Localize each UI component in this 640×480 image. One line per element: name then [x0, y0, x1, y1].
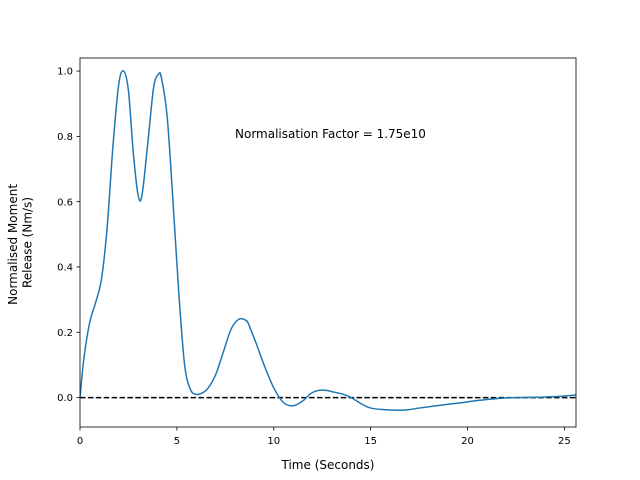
- y-tick-label: 0.4: [57, 263, 73, 274]
- y-tick-label: 0.2: [57, 328, 73, 339]
- y-tick-label: 0.8: [57, 132, 73, 143]
- y-axis-label-line-1: Normalised Moment: [6, 184, 20, 305]
- axes-frame: [79, 57, 577, 428]
- x-tick-label: 20: [461, 436, 474, 447]
- y-axis-label: Normalised Moment Release (Nm/s): [6, 180, 34, 305]
- x-tick-label: 15: [364, 436, 377, 447]
- y-tick-label: 0.0: [57, 393, 73, 404]
- plot-clip-group: [80, 70, 576, 412]
- moment-release-line: [80, 70, 576, 412]
- y-tick-label: 0.6: [57, 197, 73, 208]
- x-tick-label: 5: [174, 436, 180, 447]
- y-tick-label: 1.0: [57, 67, 73, 78]
- x-tick-label: 25: [558, 436, 571, 447]
- axes: 0 5 10 15 20 25 0.0 0.2 0.4 0.6 0.8 1.0: [57, 57, 577, 447]
- normalisation-factor-annotation: Normalisation Factor = 1.75e10: [235, 127, 426, 141]
- y-axis-label-line-2: Release (Nm/s): [20, 197, 34, 288]
- x-tick-label: 0: [77, 436, 83, 447]
- x-axis-label: Time (Seconds): [281, 458, 375, 472]
- x-tick-label: 10: [267, 436, 280, 447]
- plot-area: [80, 70, 576, 412]
